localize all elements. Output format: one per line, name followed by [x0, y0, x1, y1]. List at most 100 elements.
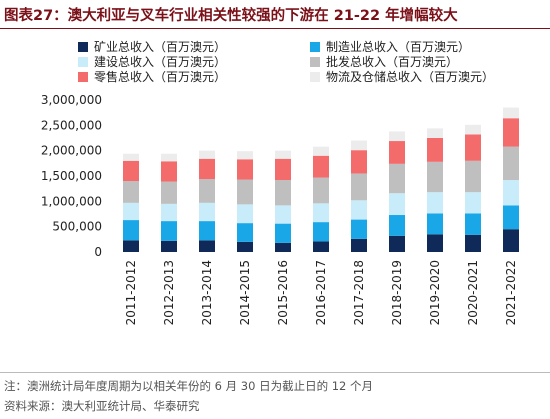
bar-segment-series-1: [351, 219, 367, 239]
bar-segment-series-5: [427, 128, 443, 138]
bar-segment-series-3: [237, 179, 253, 205]
legend-swatch: [78, 72, 88, 82]
bar-segment-series-2: [275, 205, 291, 224]
bar-segment-series-3: [427, 161, 443, 193]
bar-segment-series-2: [123, 202, 139, 221]
bar-segment-series-1: [161, 221, 177, 241]
title-bar: 图表27：澳大利亚与叉车行业相关性较强的下游在 21-22 年增幅较大: [0, 0, 550, 29]
y-tick-label: 0: [94, 245, 102, 259]
bar-segment-series-5: [313, 146, 329, 156]
y-tick-label: 2,500,000: [41, 118, 102, 132]
bar-segment-series-5: [123, 153, 139, 161]
y-tick-label: 3,000,000: [41, 93, 102, 107]
legend-swatch: [310, 57, 320, 67]
bar-segment-series-3: [351, 173, 367, 201]
bar-segment-series-5: [237, 151, 253, 160]
bar-segment-series-5: [503, 107, 519, 119]
bar-segment-series-0: [275, 242, 291, 252]
bar-segment-series-1: [123, 220, 139, 241]
chart-title: 图表27：澳大利亚与叉车行业相关性较强的下游在 21-22 年增幅较大: [4, 8, 458, 24]
bar-segment-series-0: [237, 241, 253, 252]
bar-segment-series-3: [465, 160, 481, 193]
legend-label: 零售总收入（百万澳元）: [94, 70, 227, 84]
x-tick-label: 2018-2019: [390, 260, 404, 325]
x-tick-label: 2012-2013: [162, 260, 176, 325]
legend-swatch: [310, 42, 320, 52]
bar-segment-series-3: [199, 179, 215, 203]
bar-segment-series-5: [351, 140, 367, 151]
legend-item: 批发总收入（百万澳元）: [310, 53, 458, 70]
legend-swatch: [310, 72, 320, 82]
bar-segment-series-5: [161, 153, 177, 162]
bar-segment-series-4: [351, 150, 367, 174]
legend-label: 矿业总收入（百万澳元）: [94, 40, 227, 54]
bar-segment-series-2: [465, 192, 481, 214]
bar-segment-series-1: [313, 222, 329, 242]
bar-segment-series-4: [313, 155, 329, 178]
x-tick-label: 2011-2012: [124, 260, 138, 325]
bar-segment-series-1: [427, 213, 443, 235]
bar-segment-series-1: [237, 223, 253, 242]
bar-segment-series-2: [503, 180, 519, 206]
bar-segment-series-4: [275, 158, 291, 181]
legend-item: 矿业总收入（百万澳元）: [78, 38, 226, 55]
bar-segment-series-4: [161, 161, 177, 182]
x-tick-label: 2021-2022: [504, 260, 518, 325]
bar-segment-series-1: [199, 221, 215, 241]
legend-label: 建设总收入（百万澳元）: [94, 55, 227, 69]
bar-segment-series-2: [237, 204, 253, 224]
x-tick-label: 2015-2016: [276, 260, 290, 325]
bar-segment-series-3: [313, 177, 329, 204]
x-tick-label: 2017-2018: [352, 260, 366, 325]
bar-segment-series-0: [351, 238, 367, 252]
bar-segment-series-1: [389, 215, 405, 236]
legend-label: 制造业总收入（百万澳元）: [326, 40, 471, 54]
bar-segment-series-1: [465, 213, 481, 235]
x-tick-label: 2020-2021: [466, 260, 480, 325]
bar-segment-series-2: [427, 192, 443, 214]
y-tick-label: 1,000,000: [41, 194, 102, 208]
bar-segment-series-4: [503, 118, 519, 147]
bar-segment-series-0: [389, 235, 405, 252]
bar-segment-series-4: [123, 160, 139, 182]
bar-segment-series-2: [199, 202, 215, 222]
bar-segment-series-4: [389, 141, 405, 164]
bar-segment-series-3: [275, 180, 291, 206]
legend-label: 批发总收入（百万澳元）: [326, 55, 459, 69]
footnote-divider: [0, 372, 550, 373]
bar-segment-series-5: [199, 150, 215, 159]
bar-segment-series-0: [313, 241, 329, 252]
legend-label: 物流及仓储总收入（百万澳元）: [326, 70, 495, 84]
bar-segment-series-5: [275, 150, 291, 159]
bar-segment-series-3: [123, 181, 139, 203]
legend-item: 零售总收入（百万澳元）: [78, 68, 226, 85]
bar-segment-series-2: [351, 200, 367, 220]
bar-segment-series-2: [313, 203, 329, 223]
legend-swatch: [78, 42, 88, 52]
bar-segment-series-1: [503, 205, 519, 230]
x-tick-label: 2014-2015: [238, 260, 252, 325]
bar-segment-series-4: [465, 134, 481, 161]
bar-segment-series-0: [199, 240, 215, 252]
legend-item: 物流及仓储总收入（百万澳元）: [310, 68, 494, 85]
bar-segment-series-3: [161, 181, 177, 204]
y-tick-label: 1,500,000: [41, 169, 102, 183]
bar-segment-series-5: [465, 124, 481, 135]
chart-source: 资料来源：澳大利亚统计局、华泰研究: [4, 399, 200, 413]
bar-segment-series-3: [503, 146, 519, 181]
x-tick-label: 2013-2014: [200, 260, 214, 325]
bar-segment-series-0: [161, 240, 177, 252]
bar-segment-series-4: [427, 138, 443, 162]
bar-segment-series-4: [237, 159, 253, 180]
legend-item: 制造业总收入（百万澳元）: [310, 38, 470, 55]
bar-segment-series-4: [199, 158, 215, 180]
bar-segment-series-0: [427, 234, 443, 252]
x-tick-label: 2016-2017: [314, 260, 328, 325]
bar-segment-series-0: [123, 240, 139, 252]
legend-item: 建设总收入（百万澳元）: [78, 53, 226, 70]
y-tick-label: 2,000,000: [41, 144, 102, 158]
bar-segment-series-0: [465, 234, 481, 252]
bar-segment-series-2: [161, 203, 177, 222]
bar-segment-series-0: [503, 229, 519, 252]
